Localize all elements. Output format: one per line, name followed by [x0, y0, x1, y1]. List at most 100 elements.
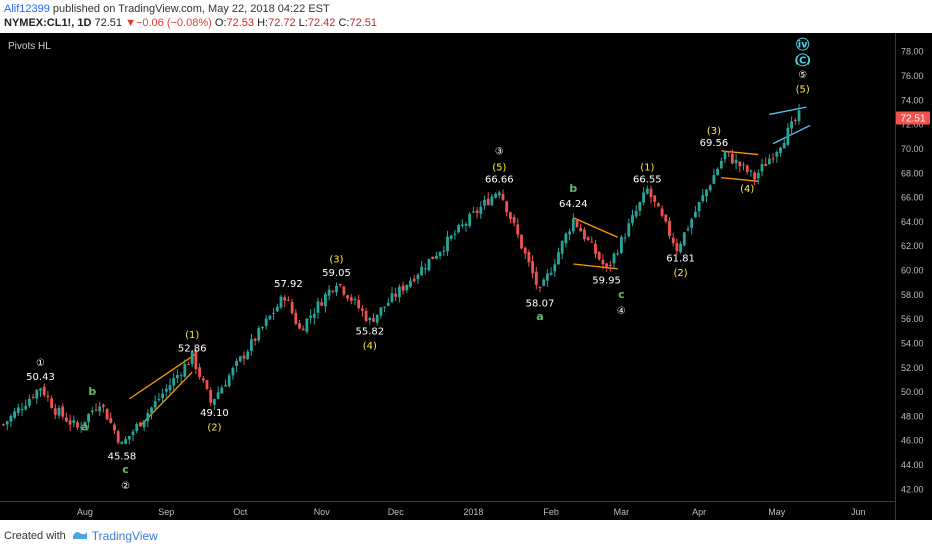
- triangle-upper-line[interactable]: [573, 217, 618, 238]
- candle-body: [605, 263, 608, 267]
- wave-label: c: [618, 288, 625, 301]
- candle-body: [549, 272, 553, 275]
- candle-body: [172, 378, 176, 386]
- candle-body: [213, 399, 216, 405]
- candle-body: [457, 225, 460, 233]
- wave-label: 49.10: [200, 408, 229, 419]
- candle-body: [742, 164, 745, 166]
- wave-label: ③: [495, 147, 504, 158]
- candle-body: [42, 386, 46, 396]
- ending-lower-line[interactable]: [772, 124, 811, 145]
- candle-body: [412, 278, 416, 282]
- candle-body: [634, 210, 638, 217]
- candle-body: [716, 168, 719, 175]
- candle-body: [379, 307, 383, 316]
- candle-body: [516, 224, 520, 235]
- candle-body: [390, 293, 394, 302]
- candle-body: [653, 195, 657, 202]
- candle-body: [664, 214, 668, 222]
- y-tick-label: 68.00: [901, 168, 924, 178]
- footer: Created with TradingView: [4, 529, 158, 543]
- candle-body: [401, 285, 405, 291]
- candle-body: [564, 233, 568, 244]
- candle-body: [61, 406, 65, 417]
- chart-area[interactable]: Pivots HL ①50.43ba45.58c②(1)52.8649.10(2…: [0, 33, 932, 523]
- last-price-tag-text: 72.51: [900, 113, 925, 124]
- candle-body: [157, 398, 161, 400]
- candle-body: [446, 236, 449, 252]
- candle-body: [453, 233, 457, 235]
- candle-body: [16, 407, 20, 413]
- wave-label-ring: [796, 37, 810, 51]
- price-axis[interactable]: [895, 33, 932, 520]
- wave-label: 64.24: [559, 199, 588, 210]
- x-tick-label: Aug: [77, 507, 93, 517]
- candle-body: [316, 301, 320, 313]
- y-tick-label: 62.00: [901, 241, 924, 251]
- candle-body: [53, 408, 57, 415]
- candle-body: [590, 241, 594, 243]
- indicator-label: Pivots HL: [8, 41, 51, 52]
- candle-body: [416, 274, 420, 280]
- candle-body: [320, 302, 324, 306]
- candle-body: [557, 252, 560, 265]
- candle-body: [235, 360, 238, 366]
- candle-body: [649, 188, 653, 198]
- candle-body: [124, 439, 127, 444]
- candle-body: [719, 160, 723, 169]
- wave-label: 69.56: [700, 138, 729, 149]
- y-tick-label: 58.00: [901, 290, 924, 300]
- wave-label: 55.82: [355, 326, 384, 337]
- candle-body: [216, 392, 220, 399]
- candle-body: [309, 315, 312, 318]
- y-tick-label: 76.00: [901, 71, 924, 81]
- candle-body: [205, 380, 209, 389]
- wave-label: 59.05: [322, 268, 351, 279]
- symbol-name[interactable]: NYMEX:CL1!, 1D: [4, 17, 92, 29]
- candle-body: [220, 387, 224, 394]
- plot-background: [0, 33, 895, 520]
- candle-body: [575, 219, 579, 227]
- candle-body: [449, 235, 453, 239]
- candle-body: [120, 441, 124, 445]
- y-tick-label: 44.00: [901, 460, 924, 470]
- candle-body: [335, 285, 338, 293]
- x-tick-label: Dec: [388, 507, 405, 517]
- candle-body: [682, 232, 686, 246]
- candle-body: [238, 356, 242, 362]
- candle-body: [331, 290, 335, 292]
- wave-labels: ①50.43ba45.58c②(1)52.8649.10(2)57.92(3)5…: [26, 37, 811, 492]
- x-tick-label: Sep: [158, 507, 174, 517]
- candle-body: [531, 261, 534, 274]
- wave-label: 57.92: [274, 279, 303, 290]
- price-change: −0.06 (−0.08%): [135, 17, 212, 29]
- wave-label: a: [81, 420, 88, 433]
- candle-body: [560, 241, 564, 254]
- candle-body: [372, 318, 375, 322]
- candle-body: [642, 192, 645, 203]
- candle-body: [723, 151, 727, 160]
- candle-body: [361, 308, 364, 311]
- author-link[interactable]: Alif12399: [4, 3, 50, 15]
- candle-body: [275, 306, 279, 312]
- candle-body: [497, 192, 501, 196]
- candle-body: [142, 420, 146, 428]
- candle-body: [253, 338, 257, 341]
- candle-body: [749, 170, 753, 172]
- y-tick-label: 42.00: [901, 484, 924, 494]
- candle-body: [771, 158, 775, 160]
- candle-body: [775, 151, 779, 157]
- ending-upper-line[interactable]: [769, 106, 807, 116]
- flag-lower-line[interactable]: [721, 177, 759, 182]
- candle-body: [509, 212, 512, 219]
- tradingview-brand[interactable]: TradingView: [91, 529, 158, 543]
- candle-body: [638, 202, 642, 211]
- candle-body: [657, 203, 660, 207]
- high-label: H:: [257, 17, 269, 29]
- candle-body: [287, 299, 290, 301]
- candle-body: [779, 147, 782, 154]
- wave-label: (3): [329, 255, 343, 266]
- candle-body: [131, 431, 135, 435]
- candle-body: [327, 289, 331, 296]
- candle-body: [357, 300, 361, 309]
